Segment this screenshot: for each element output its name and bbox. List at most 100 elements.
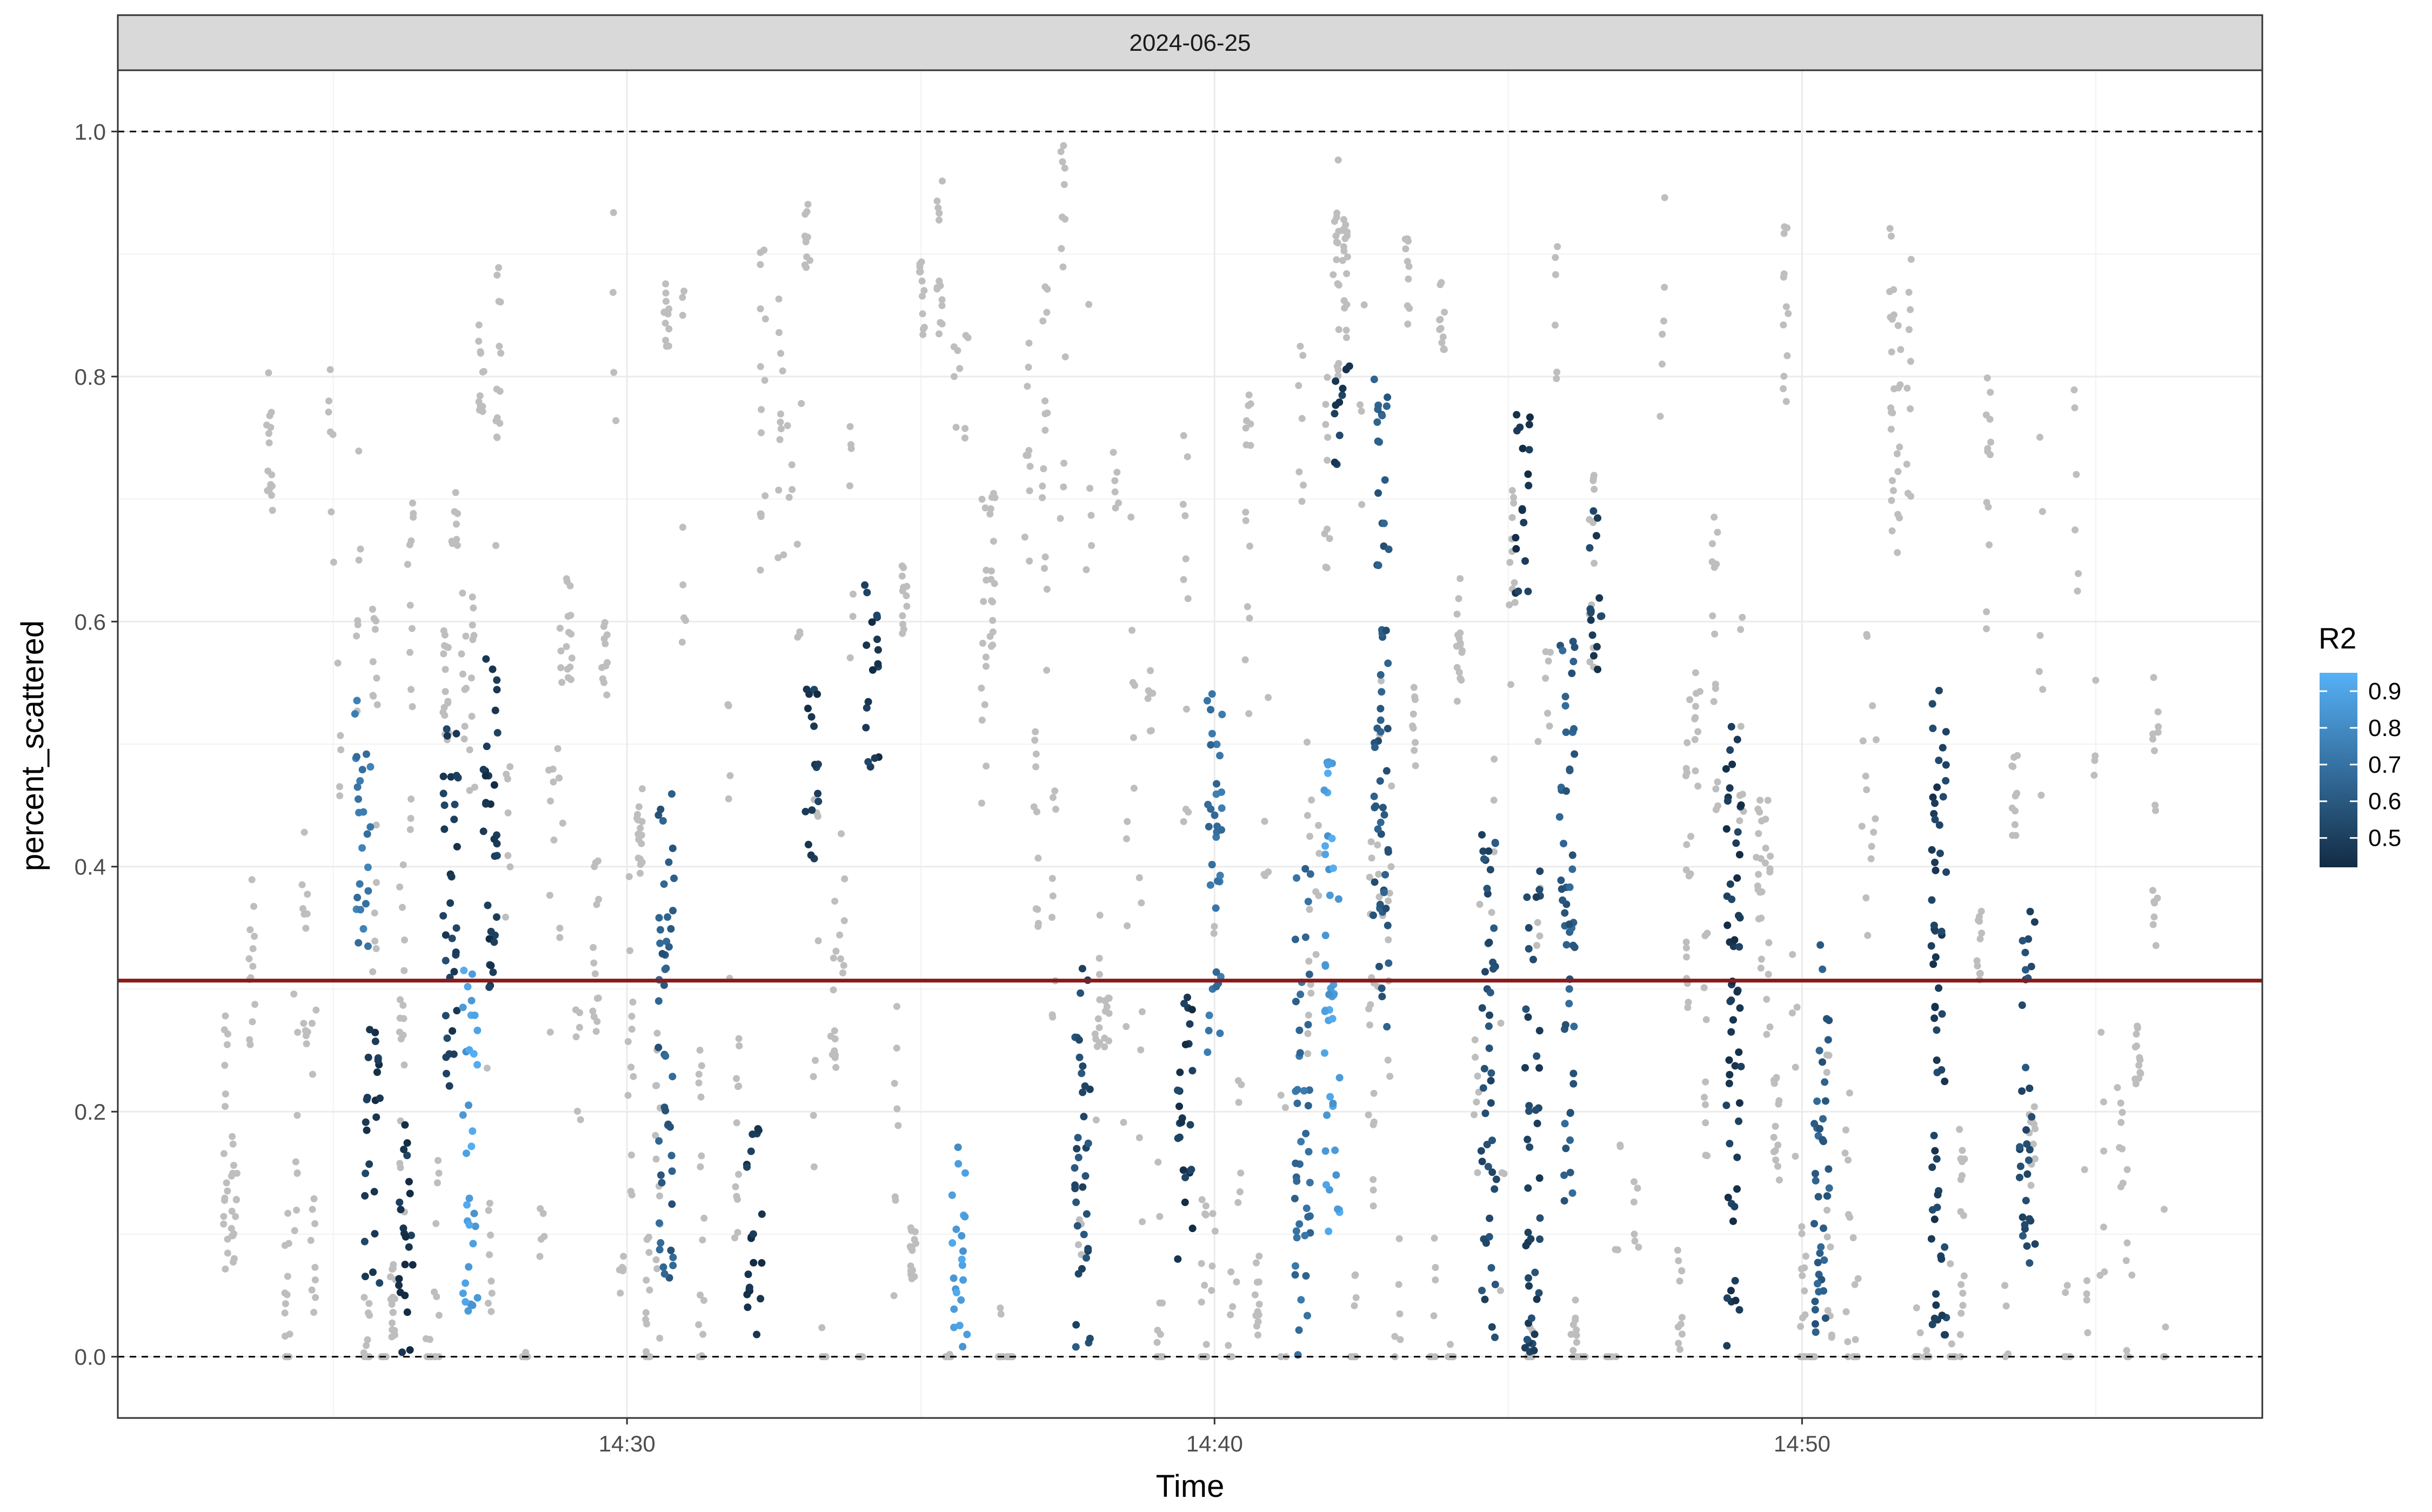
na-point <box>572 1033 580 1041</box>
na-point <box>503 771 510 778</box>
na-point <box>803 264 810 271</box>
r2-point <box>807 851 815 859</box>
r2-point <box>1188 1067 1197 1075</box>
r2-point <box>655 914 663 922</box>
r2-point <box>664 913 672 921</box>
na-point <box>1781 223 1788 231</box>
r2-point <box>654 997 663 1005</box>
na-point <box>983 566 990 574</box>
r2-point <box>749 1130 757 1138</box>
r2-point <box>957 1296 965 1304</box>
na-point <box>933 197 941 205</box>
r2-point <box>1932 1301 1940 1309</box>
na-point <box>492 541 500 549</box>
r2-point <box>1819 1224 1827 1232</box>
na-point <box>1675 1340 1682 1347</box>
na-point <box>1123 1023 1130 1031</box>
r2-point <box>1525 1102 1533 1110</box>
na-point <box>1061 164 1068 172</box>
r2-point <box>804 840 812 848</box>
r2-point <box>1074 1134 1082 1142</box>
na-point <box>1739 791 1746 798</box>
na-point <box>1369 1202 1377 1210</box>
na-point <box>1095 954 1103 962</box>
na-point <box>264 467 272 475</box>
r2-point <box>814 798 823 806</box>
na-point <box>2091 757 2099 764</box>
na-point <box>1772 1122 1779 1130</box>
na-point <box>1896 443 1903 451</box>
na-point <box>1905 289 1913 296</box>
r2-point <box>1478 1004 1486 1012</box>
na-point <box>1770 1080 1778 1087</box>
na-point <box>1661 284 1668 291</box>
r2-point <box>1938 1312 1946 1320</box>
r2-point <box>1304 1213 1312 1221</box>
na-point <box>1490 797 1498 804</box>
r2-point <box>1942 761 1950 769</box>
r2-point <box>1815 1047 1823 1055</box>
r2-point <box>1300 1087 1308 1095</box>
r2-point <box>443 1034 451 1042</box>
na-point <box>1458 648 1466 656</box>
na-point <box>1894 322 1902 329</box>
na-point <box>249 945 257 953</box>
r2-point <box>1380 888 1388 897</box>
na-point <box>1201 1281 1208 1289</box>
na-point <box>2123 1353 2131 1361</box>
r2-point <box>665 858 673 866</box>
r2-point <box>1302 1272 1310 1280</box>
na-point <box>2032 1155 2039 1162</box>
na-point <box>1305 1012 1312 1019</box>
r2-point <box>1522 1005 1530 1013</box>
r2-point <box>1812 1328 1820 1336</box>
r2-point <box>1331 410 1339 418</box>
r2-point <box>1306 1179 1314 1187</box>
na-point <box>1096 1039 1104 1047</box>
r2-point <box>1074 1270 1083 1278</box>
na-point <box>1432 1276 1439 1284</box>
na-point <box>2039 686 2047 693</box>
r2-point <box>363 830 371 838</box>
na-point <box>1253 1322 1260 1330</box>
na-point <box>916 260 924 268</box>
r2-point <box>1321 842 1329 850</box>
na-point <box>1511 599 1519 606</box>
na-point <box>1299 352 1307 359</box>
na-point <box>900 584 907 591</box>
na-point <box>1756 888 1764 896</box>
na-point <box>1736 817 1743 825</box>
r2-point <box>366 763 375 771</box>
r2-point <box>364 1053 372 1061</box>
na-point <box>1554 243 1561 250</box>
r2-point <box>1487 1099 1495 1107</box>
na-point <box>1456 575 1464 583</box>
na-point <box>725 795 732 802</box>
na-point <box>832 1063 840 1071</box>
r2-point <box>758 1210 766 1218</box>
r2-point <box>1735 943 1743 951</box>
na-point <box>410 513 417 521</box>
r2-point <box>1933 1056 1941 1064</box>
r2-point <box>1723 1342 1731 1350</box>
na-point <box>1352 1294 1360 1301</box>
na-point <box>847 445 855 452</box>
na-point <box>592 859 599 866</box>
na-point <box>1765 971 1772 978</box>
na-point <box>293 1169 301 1177</box>
na-point <box>2037 792 2045 799</box>
na-point <box>617 1289 624 1297</box>
r2-point <box>1928 896 1936 904</box>
r2-point <box>442 956 450 965</box>
na-point <box>1772 1147 1779 1154</box>
na-point <box>733 1119 740 1127</box>
r2-point <box>1373 418 1381 426</box>
na-point <box>796 631 804 638</box>
na-point <box>846 654 854 661</box>
r2-point <box>1928 1163 1936 1172</box>
na-point <box>1907 306 1914 313</box>
na-point <box>2152 801 2159 809</box>
na-point <box>311 1263 319 1271</box>
na-point <box>399 861 407 868</box>
na-point <box>220 1220 228 1228</box>
